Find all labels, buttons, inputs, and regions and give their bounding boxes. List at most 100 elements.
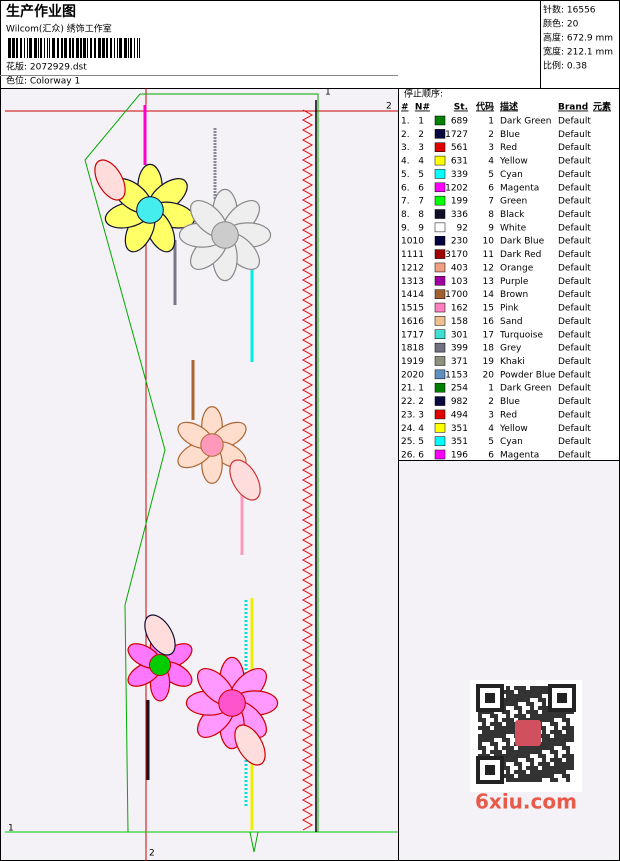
qr-module <box>526 694 530 698</box>
qr-module <box>514 770 518 774</box>
needle: 1 <box>418 117 424 127</box>
qr-module <box>546 738 550 742</box>
flower-center <box>211 221 239 249</box>
row-number: 2. <box>401 130 410 140</box>
barcode-bar <box>52 38 55 58</box>
qr-module <box>570 730 574 734</box>
code: 19 <box>483 357 495 367</box>
qr-module <box>510 758 514 762</box>
color-swatch <box>434 329 446 340</box>
code: 6 <box>488 183 494 193</box>
qr-module <box>530 694 534 698</box>
qr-module <box>514 714 518 718</box>
needle: 12 <box>413 263 424 273</box>
row-number: 8. <box>401 210 410 220</box>
qr-module <box>522 754 526 758</box>
qr-module <box>482 734 486 738</box>
qr-module <box>522 778 526 782</box>
brand: Default <box>558 317 591 327</box>
qr-module <box>494 722 498 726</box>
qr-module <box>526 766 530 770</box>
barcode-bar <box>110 38 112 58</box>
qr-module <box>506 746 510 750</box>
qr-module <box>494 714 498 718</box>
needle: 19 <box>413 357 425 367</box>
qr-module <box>478 726 482 730</box>
description: Sand <box>500 317 523 327</box>
design-file: 花版: 2072929.dst <box>6 61 87 73</box>
brand: Default <box>558 143 591 153</box>
flower-center <box>200 433 224 457</box>
qr-module <box>542 734 546 738</box>
qr-module <box>510 774 514 778</box>
qr-module <box>510 698 514 702</box>
qr-module <box>530 710 534 714</box>
qr-module <box>522 690 526 694</box>
stitches: 351 <box>451 424 468 434</box>
marker: 1 <box>8 824 14 834</box>
qr-module <box>490 750 494 754</box>
qr-module <box>522 694 526 698</box>
qr-module <box>522 686 526 690</box>
brand: Default <box>558 357 591 367</box>
code: 5 <box>488 170 494 180</box>
qr-module <box>558 770 562 774</box>
brand: Default <box>558 384 591 394</box>
code: 12 <box>483 263 494 273</box>
color-swatch <box>434 155 446 166</box>
stitches: 3170 <box>445 250 468 260</box>
code: 5 <box>488 437 494 447</box>
qr-module <box>514 762 518 766</box>
qr-module <box>542 690 546 694</box>
qr-module <box>526 710 530 714</box>
qr-code <box>470 680 582 792</box>
qr-module <box>562 718 566 722</box>
qr-module <box>566 734 570 738</box>
qr-module <box>538 778 542 782</box>
brand: Default <box>558 304 591 314</box>
qr-module <box>482 718 486 722</box>
qr-module <box>566 778 570 782</box>
qr-module <box>510 702 514 706</box>
description: White <box>500 223 527 233</box>
qr-module <box>554 738 558 742</box>
qr-module <box>506 698 510 702</box>
color-swatch <box>434 436 446 446</box>
qr-module <box>530 750 534 754</box>
color-swatch <box>434 396 446 406</box>
stat: 宽度: 212.1 mm <box>543 46 613 58</box>
barcode-bar <box>29 38 32 58</box>
qr-module <box>570 734 574 738</box>
qr-module <box>550 730 554 734</box>
qr-module <box>566 750 570 754</box>
code: 3 <box>488 143 494 153</box>
barcode-bar <box>24 38 25 58</box>
qr-module <box>546 734 550 738</box>
barcode-bar <box>130 38 132 58</box>
qr-module <box>506 738 510 742</box>
qr-module <box>566 746 570 750</box>
qr-module <box>542 754 546 758</box>
qr-module <box>514 702 518 706</box>
brand: Default <box>558 250 591 260</box>
qr-module <box>566 758 570 762</box>
qr-module <box>542 730 546 734</box>
qr-module <box>534 774 538 778</box>
qr-module <box>570 738 574 742</box>
qr-module <box>570 766 574 770</box>
qr-module <box>510 722 514 726</box>
description: Dark Red <box>500 250 541 260</box>
row-number: 12. <box>401 263 415 273</box>
qr-module <box>518 774 522 778</box>
code: 4 <box>488 424 494 434</box>
color-swatch <box>434 142 446 152</box>
stitches: 1727 <box>445 130 468 140</box>
qr-module <box>478 734 482 738</box>
barcode-bar <box>128 38 129 58</box>
qr-module <box>538 746 542 750</box>
qr-module <box>494 726 498 730</box>
stitches: 561 <box>451 143 468 153</box>
description: Purple <box>500 277 529 287</box>
column-header: Brand <box>558 103 588 113</box>
